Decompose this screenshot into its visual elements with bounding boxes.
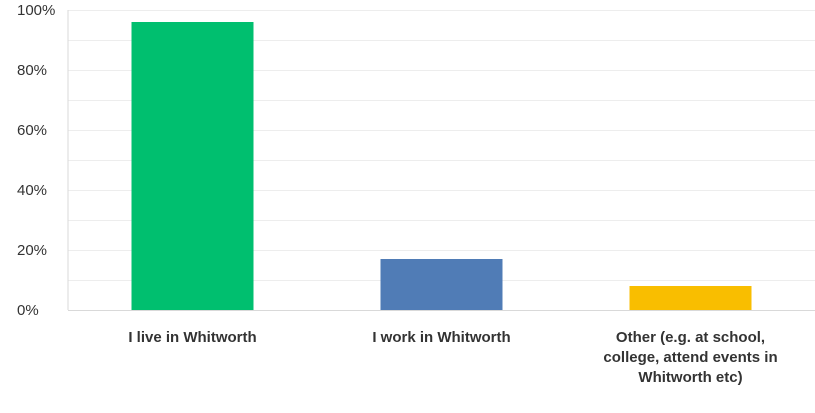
bar[interactable] <box>629 286 752 310</box>
y-tick-label: 100% <box>17 2 55 19</box>
category-label-live: I live in Whitworth <box>128 329 257 346</box>
y-tick-label: 20% <box>17 242 47 259</box>
y-tick-label: 80% <box>17 62 47 79</box>
y-axis-tick-labels: 0% 20% 40% 60% 80% 100% <box>17 2 55 319</box>
y-tick-label: 60% <box>17 122 47 139</box>
y-tick-label: 0% <box>17 302 39 319</box>
y-tick-label: 40% <box>17 182 47 199</box>
category-label-other: Other (e.g. at school, college, attend e… <box>603 329 778 386</box>
bar[interactable] <box>380 259 503 310</box>
bar[interactable] <box>131 22 254 310</box>
bars <box>131 22 752 310</box>
category-label-work: I work in Whitworth <box>372 329 511 346</box>
